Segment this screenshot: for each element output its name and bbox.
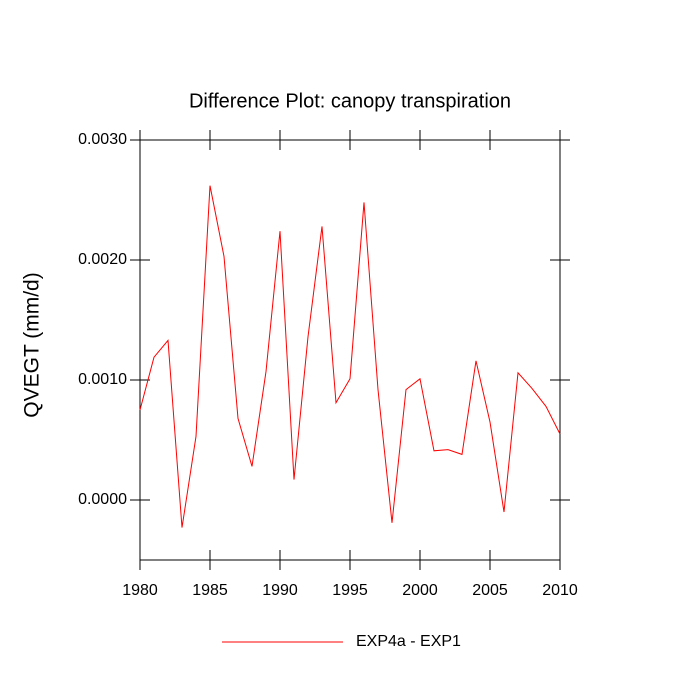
y-tick-label: 0.0000	[78, 491, 127, 508]
y-tick-label: 0.0020	[78, 251, 127, 268]
y-tick-label: 0.0010	[78, 371, 127, 388]
y-axis-label: QVEGT (mm/d)	[21, 272, 44, 417]
x-tick-label: 1990	[262, 582, 298, 599]
x-tick-label: 1980	[122, 582, 158, 599]
plot-frame	[139, 139, 561, 561]
y-tick-label: 0.0030	[78, 131, 127, 148]
x-tick-label: 2000	[402, 582, 438, 599]
x-tick-label: 2005	[472, 582, 508, 599]
chart-title: Difference Plot: canopy transpiration	[189, 90, 511, 112]
data-line	[139, 185, 561, 528]
x-tick-label: 1995	[332, 582, 368, 599]
x-tick-label: 1985	[192, 582, 228, 599]
x-tick-label: 2010	[542, 582, 578, 599]
legend-label: EXP4a - EXP1	[356, 633, 461, 650]
